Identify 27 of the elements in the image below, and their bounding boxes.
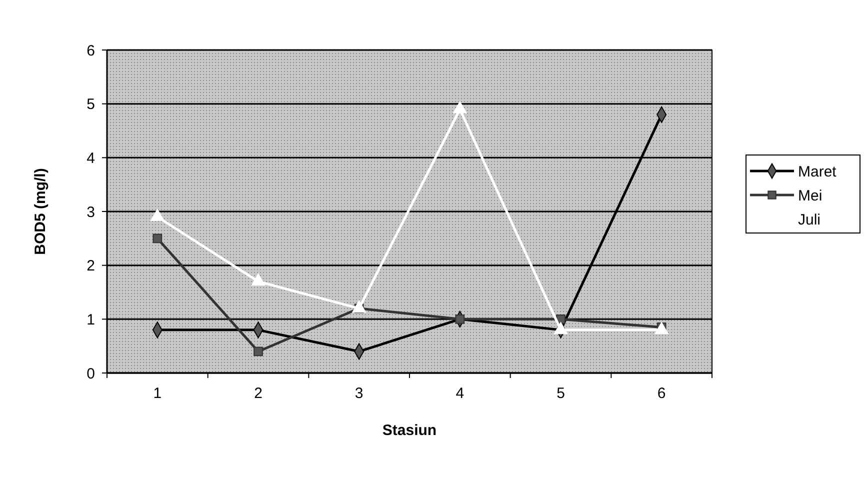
point	[150, 209, 164, 222]
y-tick-label: 1	[86, 311, 95, 328]
point	[654, 322, 668, 334]
point	[251, 274, 266, 286]
point	[455, 314, 465, 324]
point	[453, 101, 467, 114]
y-tick-label: 0	[86, 365, 95, 382]
legend-label: Mei	[798, 187, 822, 204]
x-tick-label: 6	[657, 385, 666, 402]
y-tick-label: 5	[86, 96, 95, 114]
y-tick-label: 3	[86, 204, 95, 221]
x-tick-label: 1	[153, 385, 162, 402]
x-tick-label: 2	[254, 385, 262, 402]
text: Juli	[798, 211, 821, 228]
x-tick-label: 4	[456, 385, 464, 402]
y-axis-title: BOD5 (mg/l)	[32, 168, 49, 255]
y-tick-label: 6	[86, 42, 95, 60]
point	[152, 234, 162, 244]
x-axis-title: Stasiun	[382, 422, 437, 439]
x-tick-label: 3	[354, 385, 364, 402]
y-tick-label: 4	[86, 150, 95, 167]
x-tick-label: 5	[556, 385, 565, 402]
y-tick-label: 2	[86, 258, 95, 275]
point	[352, 300, 366, 313]
point	[254, 346, 263, 356]
point	[554, 322, 568, 334]
legend-label: Maret	[798, 163, 838, 180]
